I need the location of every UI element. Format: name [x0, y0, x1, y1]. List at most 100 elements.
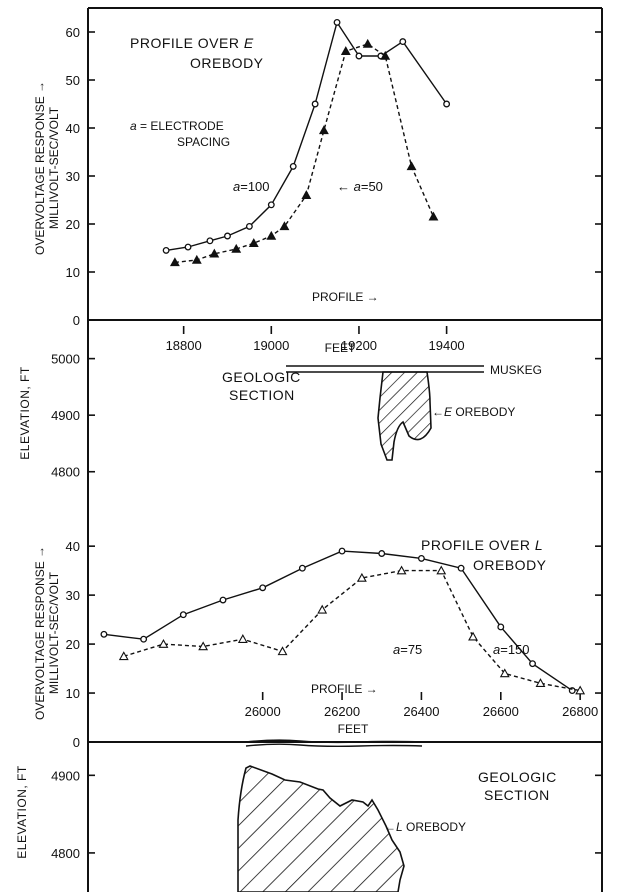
e-point-triangle [231, 243, 242, 253]
e-point-circle [355, 52, 363, 60]
e-ytick-label: 40 [66, 121, 80, 136]
l-ytick-label: 10 [66, 686, 80, 701]
l-xtick-label: 26000 [245, 704, 281, 719]
e-point-triangle [340, 46, 351, 55]
e-point-triangle [169, 257, 180, 267]
l-profile-label: PROFILE → [311, 682, 378, 696]
e-orebody-label: ←E OREBODY [432, 405, 515, 419]
l-ytick-label: 0 [73, 735, 80, 750]
e-x-ticks: 18800 19000 19200 19400 [166, 326, 465, 353]
e-y-ticks: 0 10 20 30 40 50 60 [66, 25, 602, 328]
l-point-triangle [277, 646, 288, 656]
l-ylabel-line2: MILLIVOLT-SEC/VOLT [47, 571, 61, 694]
e-point-triangle [248, 238, 259, 247]
l-point-triangle [396, 565, 407, 575]
l-surface-line-2 [245, 743, 423, 748]
l-point-circle [298, 564, 306, 572]
l-point-circle [338, 547, 346, 555]
l-point-triangle [468, 631, 478, 641]
l-point-circle [100, 630, 108, 638]
e-point-circle [245, 222, 253, 230]
l-point-triangle [499, 668, 510, 678]
e-point-triangle [406, 161, 417, 171]
e-series-label-100: a=100 [233, 179, 270, 194]
l-xtick-label: 26400 [403, 704, 439, 719]
l-point-circle [259, 584, 267, 592]
e-series-line-1 [174, 43, 435, 264]
l-elev-ticks: 4800 4900 [51, 768, 602, 861]
e-geologic-section: GEOLOGIC SECTION ELEVATION, FT 4800 4900 5… [18, 352, 602, 480]
e-profile-label: PROFILE → [312, 290, 379, 304]
e-ytick-label: 20 [66, 217, 80, 232]
l-ytick-label: 40 [66, 539, 80, 554]
l-point-triangle [436, 565, 447, 575]
e-point-triangle [362, 38, 373, 48]
e-ytick-label: 10 [66, 265, 80, 280]
l-y-axis-label: OVERVOLTAGE RESPONSE → MILLIVOLT-SEC/VOL… [33, 546, 61, 720]
e-xtick-label: 19000 [253, 338, 289, 353]
l-geo-title-line1: GEOLOGIC [478, 769, 557, 785]
e-series-group [162, 18, 451, 267]
l-series-group [100, 547, 586, 695]
e-point-triangle [428, 211, 439, 221]
e-ylabel-line1: OVERVOLTAGE RESPONSE → [33, 81, 47, 255]
l-surface-line [245, 739, 423, 744]
l-point-triangle [356, 572, 367, 582]
l-point-triangle [317, 604, 328, 614]
l-ytick-label: 20 [66, 637, 80, 652]
l-series-label-150: a=150 [493, 642, 530, 657]
l-point-circle [457, 564, 465, 572]
e-chart-title-line1: PROFILE OVER E [130, 35, 254, 51]
e-point-triangle [279, 221, 290, 231]
e-elev-tick-label: 4800 [51, 465, 80, 480]
e-point-circle [224, 232, 231, 240]
e-point-circle [267, 201, 275, 209]
l-y-ticks: 0 10 20 30 40 [66, 539, 602, 750]
e-y-axis-label: OVERVOLTAGE RESPONSE → MILLIVOLT-SEC/VOL… [33, 81, 61, 255]
l-geo-title-line2: SECTION [484, 787, 550, 803]
e-xtick-label: 19200 [341, 338, 377, 353]
l-geologic-section: GEOLOGIC SECTION ELEVATION, FT 48004900 … [15, 739, 602, 892]
e-spacing-note-line1: a = ELECTRODE [130, 119, 224, 133]
e-point-circle [399, 38, 407, 46]
e-point-circle [289, 162, 297, 170]
l-orebody-shape [237, 765, 405, 892]
l-x-ticks: 26000 26200 26400 26600 26800 [245, 692, 598, 719]
l-elev-tick-label: 4800 [51, 846, 80, 861]
l-series-line-1 [123, 569, 581, 692]
l-xtick-label: 26600 [483, 704, 519, 719]
e-point-circle [333, 18, 341, 26]
e-chart-title-line2: OREBODY [190, 55, 264, 71]
l-point-circle [219, 596, 227, 604]
l-orebody-label: ←L OREBODY [384, 820, 466, 834]
e-xtick-label: 19400 [429, 338, 465, 353]
l-xtick-label: 26800 [562, 704, 598, 719]
l-series-label-75: a=75 [393, 642, 422, 657]
e-profile-chart: PROFILE OVER E OREBODY a = ELECTRODE SPA… [33, 18, 602, 355]
e-point-triangle [380, 50, 391, 60]
e-elev-tick-label: 5000 [51, 352, 80, 367]
frame-group [87, 7, 603, 892]
e-point-circle [162, 246, 170, 254]
e-ytick-label: 0 [73, 313, 80, 328]
muskeg-label: MUSKEG [490, 363, 542, 377]
e-point-circle [184, 243, 192, 251]
e-point-triangle [209, 248, 220, 258]
l-point-circle [179, 611, 187, 619]
l-point-triangle [535, 678, 546, 688]
l-xtick-label: 26200 [324, 704, 360, 719]
l-point-triangle [158, 638, 169, 648]
l-point-circle [497, 623, 505, 631]
e-orebody-shape [377, 371, 432, 461]
e-xtick-label: 18800 [166, 338, 202, 353]
e-geo-title-line1: GEOLOGIC [222, 369, 301, 385]
l-profile-chart: PROFILE OVER L OREBODY OVERVOLTAGE RESPO… [33, 537, 602, 750]
l-point-triangle [575, 685, 586, 695]
e-point-circle [206, 237, 214, 245]
e-ytick-label: 50 [66, 73, 80, 88]
e-point-triangle [301, 190, 312, 199]
e-point-triangle [318, 125, 329, 135]
e-point-triangle [266, 230, 277, 240]
e-series-label-50: ← a=50 [337, 179, 383, 194]
